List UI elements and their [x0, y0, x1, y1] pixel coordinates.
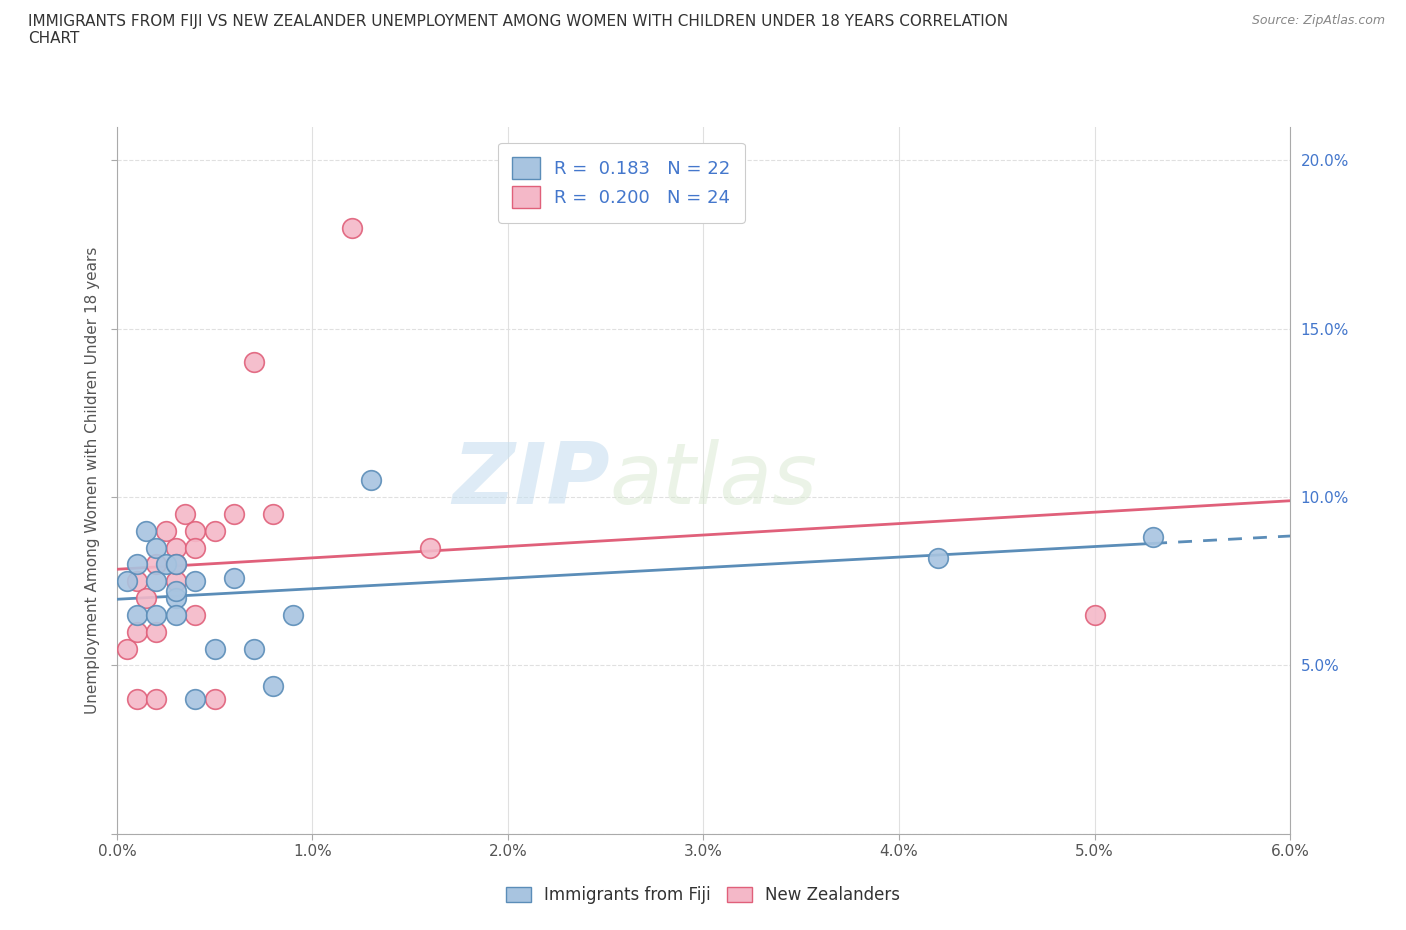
Point [927, 551, 949, 565]
Point [165, 574, 187, 589]
Point [165, 591, 187, 605]
Point [1083, 607, 1105, 622]
Point [115, 641, 138, 656]
Point [165, 607, 187, 622]
Point [262, 507, 284, 522]
Point [281, 607, 304, 622]
Point [145, 624, 167, 639]
Text: IMMIGRANTS FROM FIJI VS NEW ZEALANDER UNEMPLOYMENT AMONG WOMEN WITH CHILDREN UND: IMMIGRANTS FROM FIJI VS NEW ZEALANDER UN… [28, 14, 1008, 46]
Point [224, 570, 246, 585]
Point [184, 524, 207, 538]
Point [125, 574, 148, 589]
Point [165, 557, 187, 572]
Point [184, 607, 207, 622]
Point [165, 584, 187, 599]
Point [145, 607, 167, 622]
Point [125, 557, 148, 572]
Text: atlas: atlas [610, 439, 818, 522]
Point [155, 557, 177, 572]
Point [184, 692, 207, 707]
Point [262, 678, 284, 693]
Y-axis label: Unemployment Among Women with Children Under 18 years: Unemployment Among Women with Children U… [86, 246, 100, 714]
Point [204, 524, 226, 538]
Point [135, 524, 157, 538]
Legend: Immigrants from Fiji, New Zealanders: Immigrants from Fiji, New Zealanders [498, 878, 908, 912]
Point [155, 524, 177, 538]
Point [115, 574, 138, 589]
Point [135, 591, 157, 605]
Point [224, 507, 246, 522]
Text: ZIP: ZIP [451, 439, 610, 522]
Point [419, 540, 441, 555]
Point [360, 472, 382, 487]
Point [184, 574, 207, 589]
Point [145, 557, 167, 572]
Point [145, 540, 167, 555]
Point [165, 540, 187, 555]
Text: Source: ZipAtlas.com: Source: ZipAtlas.com [1251, 14, 1385, 27]
Point [165, 557, 187, 572]
Point [243, 355, 266, 370]
Point [340, 220, 363, 235]
Point [145, 692, 167, 707]
Point [243, 641, 266, 656]
Point [145, 574, 167, 589]
Point [204, 692, 226, 707]
Point [125, 692, 148, 707]
Point [184, 540, 207, 555]
Point [204, 641, 226, 656]
Point [125, 624, 148, 639]
Point [1142, 530, 1164, 545]
Point [174, 507, 197, 522]
Legend: R =  0.183   N = 22, R =  0.200   N = 24: R = 0.183 N = 22, R = 0.200 N = 24 [498, 142, 745, 223]
Point [125, 607, 148, 622]
